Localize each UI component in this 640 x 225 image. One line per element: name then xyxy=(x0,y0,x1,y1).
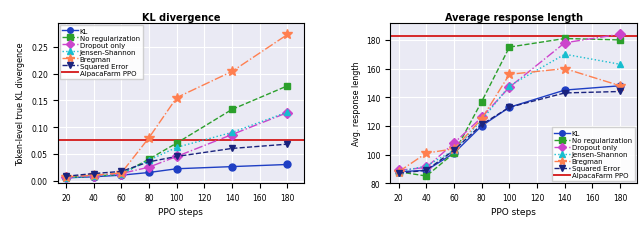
Y-axis label: Token-level true KL divergence: Token-level true KL divergence xyxy=(17,42,26,165)
X-axis label: PPO steps: PPO steps xyxy=(491,207,536,216)
Title: Average response length: Average response length xyxy=(445,13,582,23)
Title: KL divergence: KL divergence xyxy=(141,13,220,23)
Y-axis label: Avg. response length: Avg. response length xyxy=(351,61,360,146)
Legend: KL, No regularization, Dropout only, Jensen-Shannon, Bregman, Squared Error, Alp: KL, No regularization, Dropout only, Jen… xyxy=(552,128,635,181)
Legend: KL, No regularization, Dropout only, Jensen-Shannon, Bregman, Squared Error, Alp: KL, No regularization, Dropout only, Jen… xyxy=(60,26,143,79)
X-axis label: PPO steps: PPO steps xyxy=(158,207,204,216)
